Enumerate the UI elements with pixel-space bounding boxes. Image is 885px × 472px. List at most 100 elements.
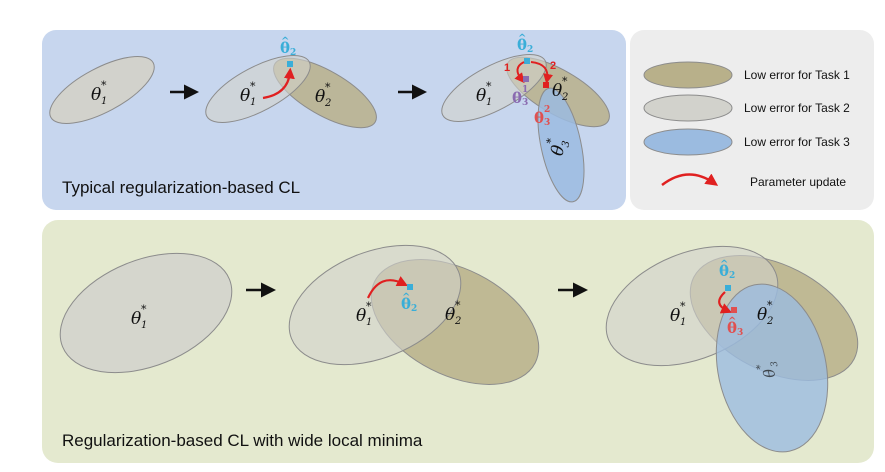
- svg-text:θ: θ: [727, 319, 737, 337]
- svg-text:*: *: [141, 303, 147, 316]
- svg-text:^: ^: [720, 259, 728, 270]
- legend-swatch-task1: [643, 61, 733, 89]
- svg-text:θ: θ: [131, 309, 141, 329]
- theta2-star-label: θ 2 *: [552, 75, 568, 103]
- svg-text:θ: θ: [91, 85, 101, 105]
- svg-text:*: *: [101, 79, 107, 92]
- svg-text:1: 1: [141, 320, 147, 331]
- theta2-hat-point: [287, 61, 293, 67]
- svg-text:1: 1: [680, 317, 686, 328]
- svg-text:2: 2: [766, 316, 773, 327]
- svg-text:θ: θ: [534, 109, 544, 127]
- legend-swatch-task3: [643, 128, 733, 156]
- svg-text:*: *: [486, 80, 492, 93]
- legend-label-update: Parameter update: [750, 175, 846, 189]
- parameter-update-arrow: [718, 291, 733, 314]
- svg-text:θ: θ: [670, 306, 680, 326]
- bottom-panel-title: Regularization-based CL with wide local …: [62, 431, 423, 450]
- svg-text:3: 3: [560, 140, 572, 149]
- legend-swatch-task2: [643, 94, 733, 122]
- legend-label-task3: Low error for Task 3: [744, 135, 850, 149]
- theta3-hat-point: [731, 307, 737, 313]
- legend-label-task2: Low error for Task 2: [744, 101, 850, 115]
- top-panel-title: Typical regularization-based CL: [62, 178, 300, 197]
- svg-text:θ: θ: [401, 295, 411, 313]
- theta2-hat-label: θ ^ 2: [517, 33, 533, 55]
- task3-region-bottom-stage3: [715, 283, 829, 453]
- task1-region-top-stage1: [49, 56, 155, 124]
- svg-text:θ: θ: [280, 39, 290, 57]
- theta3-hat-label: θ ^ 3: [727, 316, 743, 338]
- theta1-star-label: θ 1 *: [670, 300, 686, 328]
- parameter-update-arrow: [367, 276, 408, 299]
- svg-text:3: 3: [544, 118, 550, 128]
- theta3-1-label: θ 3 1: [512, 85, 528, 108]
- theta1-star-label: θ 1 *: [240, 80, 256, 108]
- svg-text:θ: θ: [552, 81, 562, 101]
- svg-text:θ: θ: [356, 306, 366, 326]
- svg-text:θ: θ: [548, 144, 570, 158]
- svg-text:1: 1: [366, 317, 372, 328]
- svg-text:3: 3: [737, 328, 743, 338]
- svg-text:θ: θ: [445, 305, 455, 325]
- svg-text:2: 2: [729, 271, 735, 281]
- svg-text:2: 2: [544, 105, 550, 115]
- step2-number: 2: [550, 60, 556, 72]
- parameter-update-arrow: [262, 67, 295, 100]
- task1-region-top-stage3: [441, 54, 547, 122]
- svg-text:^: ^: [518, 33, 526, 44]
- theta3-1-point: [523, 76, 529, 82]
- theta2-star-label: θ 2 *: [445, 299, 461, 327]
- theta1-star-label: θ 1 *: [131, 303, 147, 331]
- svg-text:3: 3: [770, 360, 781, 368]
- theta3-2-point: [543, 82, 549, 88]
- svg-text:*: *: [455, 299, 461, 312]
- svg-text:^: ^: [281, 36, 289, 47]
- task1-region-bottom-stage2: [288, 244, 462, 366]
- svg-text:*: *: [755, 363, 767, 370]
- theta3-star-label: θ 3 *: [755, 360, 781, 379]
- theta3-2-label: θ 3 2: [534, 105, 550, 128]
- svg-text:θ: θ: [476, 86, 486, 106]
- theta1-star-label: θ 1 *: [476, 80, 492, 108]
- theta2-hat-point: [524, 58, 530, 64]
- svg-text:θ: θ: [315, 87, 325, 107]
- theta3-star-label: θ 3 *: [544, 137, 573, 158]
- svg-text:^: ^: [728, 316, 736, 327]
- theta1-star-label: θ 1 *: [91, 79, 107, 107]
- svg-text:1: 1: [486, 97, 492, 108]
- theta2-hat-label: θ ^ 2: [280, 36, 296, 58]
- svg-text:1: 1: [250, 97, 256, 108]
- svg-text:2: 2: [561, 92, 568, 103]
- task1-region-bottom-stage1: [59, 252, 233, 374]
- legend-label-task1: Low error for Task 1: [744, 68, 850, 82]
- theta2-star-label: θ 2 *: [315, 81, 331, 109]
- svg-text:1: 1: [522, 85, 528, 95]
- legend-swatch-update: [661, 173, 719, 186]
- svg-text:θ: θ: [719, 262, 729, 280]
- parameter-update-arrow-1: [514, 61, 525, 84]
- svg-text:*: *: [250, 80, 256, 93]
- svg-text:1: 1: [101, 96, 107, 107]
- theta2-star-label: θ 2 *: [757, 299, 773, 327]
- svg-text:*: *: [562, 75, 568, 88]
- step1-number: 1: [504, 62, 510, 74]
- svg-text:*: *: [544, 137, 558, 146]
- svg-text:θ: θ: [512, 89, 522, 107]
- theta2-hat-point: [407, 284, 413, 290]
- svg-text:θ: θ: [757, 305, 767, 325]
- svg-text:3: 3: [522, 98, 528, 108]
- theta2-hat-label: θ ^ 2: [401, 292, 417, 314]
- svg-text:θ: θ: [760, 367, 779, 379]
- svg-text:*: *: [767, 299, 773, 312]
- svg-text:2: 2: [527, 45, 533, 55]
- svg-text:^: ^: [402, 292, 410, 303]
- svg-text:2: 2: [454, 316, 461, 327]
- svg-text:2: 2: [411, 304, 417, 314]
- theta2-hat-point: [725, 285, 731, 291]
- theta1-star-label: θ 1 *: [356, 300, 372, 328]
- svg-text:*: *: [325, 81, 331, 94]
- svg-text:2: 2: [290, 48, 296, 58]
- svg-text:2: 2: [324, 98, 331, 109]
